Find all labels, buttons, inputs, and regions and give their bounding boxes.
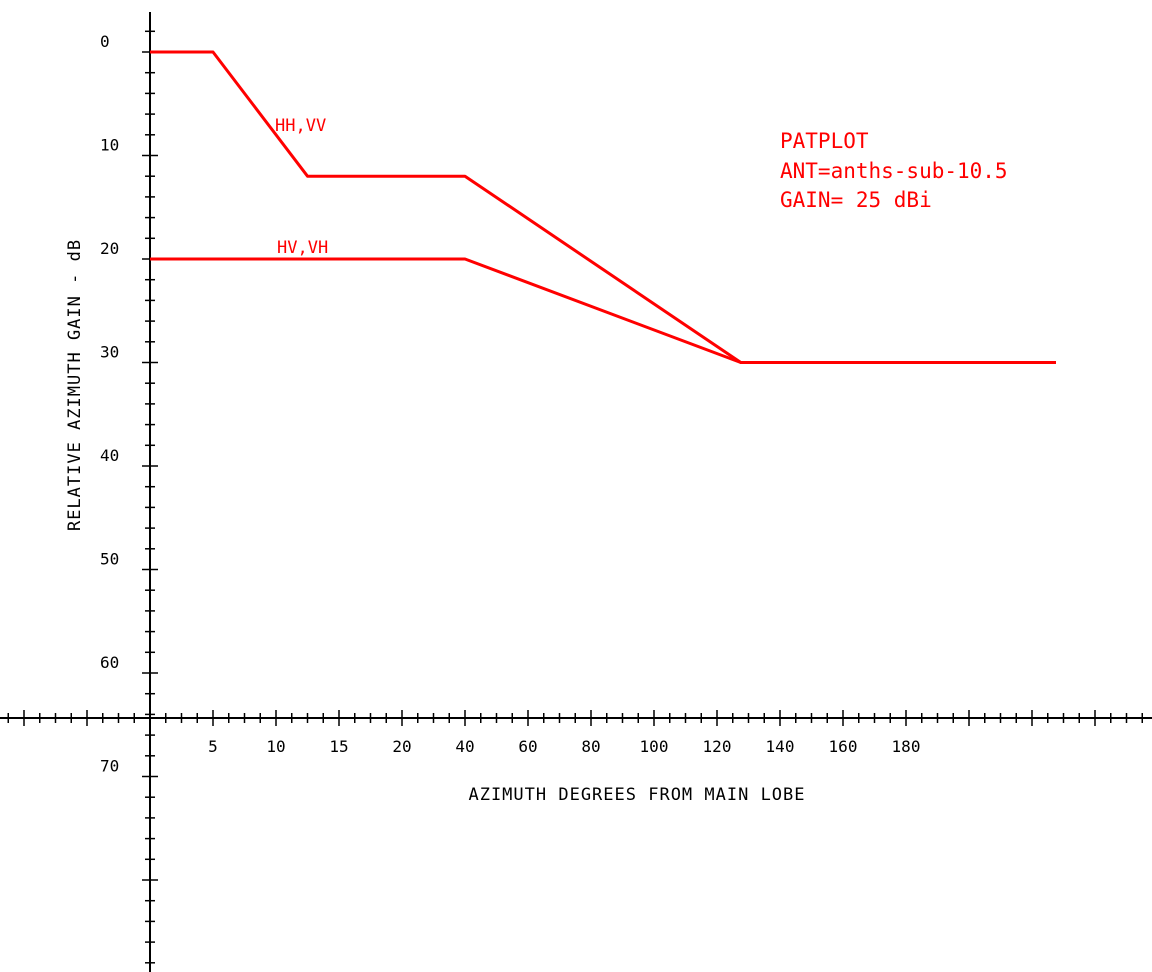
series-label-hh-vv: HH,VV bbox=[275, 116, 326, 136]
y-tick-label: 30 bbox=[100, 343, 119, 362]
series-layer bbox=[150, 50, 1056, 364]
x-tick-label: 80 bbox=[581, 737, 600, 756]
x-tick-label: 120 bbox=[703, 737, 732, 756]
series-label-hv-vh: HV,VH bbox=[277, 238, 328, 258]
x-tick-label: 15 bbox=[329, 737, 348, 756]
y-tick-label: 40 bbox=[100, 446, 119, 465]
y-tick-label: 60 bbox=[100, 653, 119, 672]
x-axis: 5 10 15 20 40 60 80 100 120 140 160 180 bbox=[0, 710, 1152, 756]
plot-title-text: PATPLOT bbox=[780, 129, 869, 153]
x-tick-label: 5 bbox=[208, 737, 218, 756]
x-tick-label: 10 bbox=[266, 737, 285, 756]
y-axis: 0 10 20 30 40 50 60 70 bbox=[100, 12, 158, 972]
y-axis-title: RELATIVE AZIMUTH GAIN - dB bbox=[65, 239, 85, 531]
x-axis-title: AZIMUTH DEGREES FROM MAIN LOBE bbox=[468, 785, 805, 805]
series-labels: HH,VV HV,VH bbox=[275, 116, 328, 258]
series-line-hv-vh bbox=[150, 257, 1056, 364]
x-tick-label: 160 bbox=[829, 737, 858, 756]
plot-info-block: PATPLOT ANT=anths-sub-10.5 GAIN= 25 dBi bbox=[780, 129, 1008, 212]
y-tick-label: 20 bbox=[100, 239, 119, 258]
x-tick-label: 140 bbox=[766, 737, 795, 756]
x-tick-label: 180 bbox=[892, 737, 921, 756]
y-tick-label: 50 bbox=[100, 550, 119, 569]
antenna-name-text: ANT=anths-sub-10.5 bbox=[780, 159, 1008, 183]
y-tick-label: 10 bbox=[100, 136, 119, 155]
x-axis-ticks: 5 10 15 20 40 60 80 100 120 140 160 180 bbox=[7, 710, 1143, 756]
x-tick-label: 40 bbox=[455, 737, 474, 756]
x-tick-label: 100 bbox=[640, 737, 669, 756]
y-tick-label: 70 bbox=[100, 757, 119, 776]
x-tick-label: 60 bbox=[518, 737, 537, 756]
antenna-gain-text: GAIN= 25 dBi bbox=[780, 188, 932, 212]
y-tick-label: 0 bbox=[100, 32, 110, 51]
x-tick-label: 20 bbox=[392, 737, 411, 756]
